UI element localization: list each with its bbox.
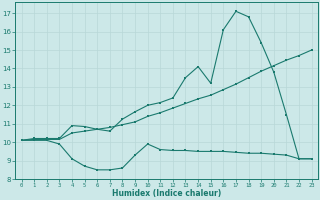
- X-axis label: Humidex (Indice chaleur): Humidex (Indice chaleur): [112, 189, 221, 198]
